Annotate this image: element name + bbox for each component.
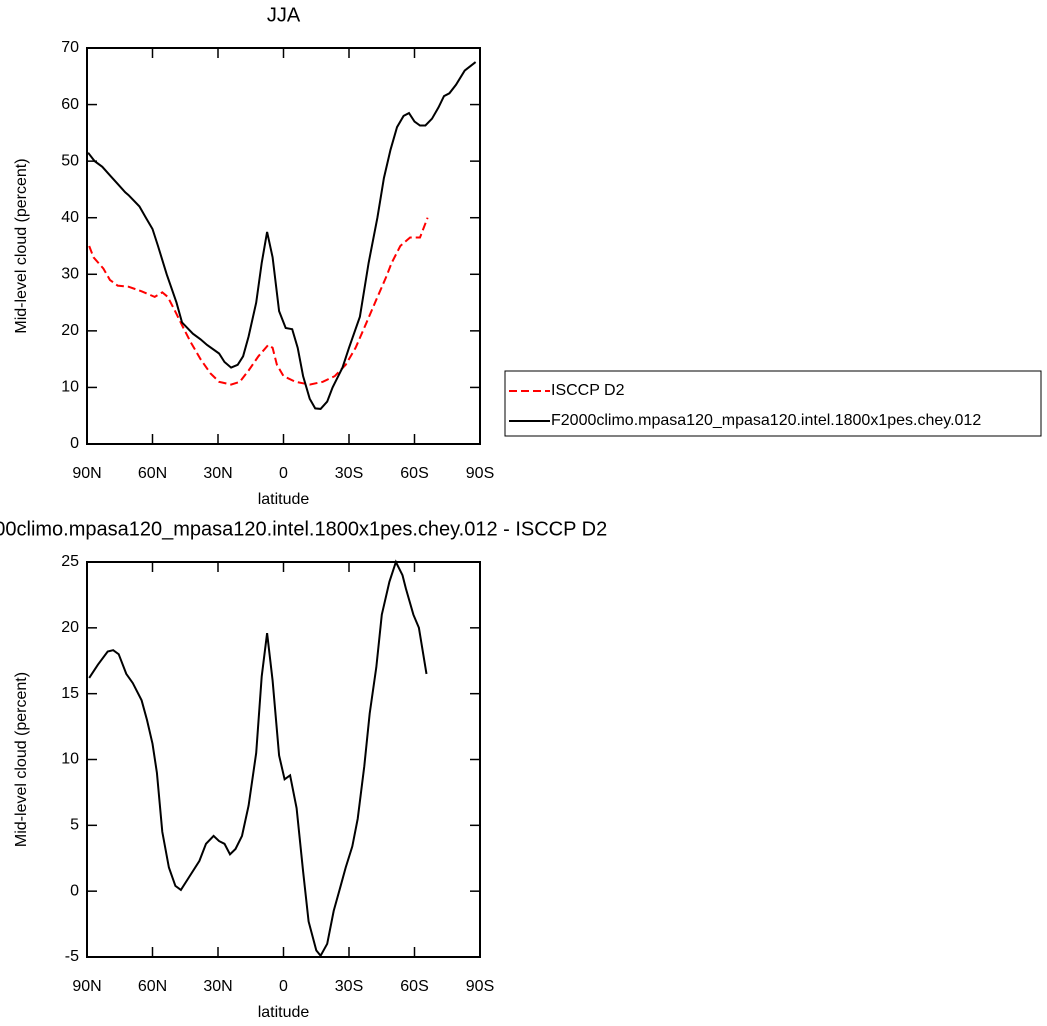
plot-frame (86, 47, 481, 445)
y-tick-label: 40 (61, 209, 79, 226)
legend-label: F2000climo.mpasa120_mpasa120.intel.1800x… (551, 412, 981, 429)
x-tick-label: 90S (466, 465, 494, 482)
chart-title: F2000climo.mpasa120_mpasa120.intel.1800x… (0, 518, 607, 540)
x-tick-label: 30N (203, 978, 232, 995)
y-tick-label: 0 (70, 882, 79, 899)
x-axis-label: latitude (258, 491, 310, 508)
y-axis-label: Mid-level cloud (percent) (13, 158, 30, 333)
y-tick-label: 10 (61, 379, 79, 396)
data-line (88, 559, 428, 958)
legend-box (504, 370, 1042, 437)
plot-frame (86, 561, 481, 958)
x-tick-label: 60S (400, 465, 428, 482)
y-tick-label: 5 (70, 817, 79, 834)
x-tick-label: 30N (203, 465, 232, 482)
x-tick-label: 90N (72, 978, 101, 995)
y-tick-label: 15 (61, 685, 79, 702)
y-tick-label: 25 (61, 553, 79, 570)
data-line (87, 61, 477, 410)
x-axis-label: latitude (258, 1004, 310, 1021)
data-line (88, 217, 429, 386)
x-tick-label: 0 (279, 465, 288, 482)
y-tick-label: 20 (61, 322, 79, 339)
legend-label: ISCCP D2 (551, 382, 625, 399)
x-tick-label: 90N (72, 465, 101, 482)
y-tick-label: -5 (65, 948, 79, 965)
x-tick-label: 60N (138, 978, 167, 995)
y-tick-label: 30 (61, 266, 79, 283)
x-tick-label: 30S (335, 465, 363, 482)
legend: ISCCP D2 F2000climo.mpasa120_mpasa120.int… (504, 370, 1042, 437)
y-tick-label: 50 (61, 152, 79, 169)
x-tick-label: 60N (138, 465, 167, 482)
y-tick-label: 70 (61, 39, 79, 56)
y-tick-label: 0 (70, 435, 79, 452)
y-tick-label: 60 (61, 96, 79, 113)
x-tick-label: 90S (466, 978, 494, 995)
chart-title: JJA (267, 4, 301, 26)
x-tick-label: 60S (400, 978, 428, 995)
y-axis-label: Mid-level cloud (percent) (13, 672, 30, 847)
y-tick-label: 10 (61, 751, 79, 768)
x-tick-label: 30S (335, 978, 363, 995)
y-tick-label: 20 (61, 619, 79, 636)
x-tick-label: 0 (279, 978, 288, 995)
